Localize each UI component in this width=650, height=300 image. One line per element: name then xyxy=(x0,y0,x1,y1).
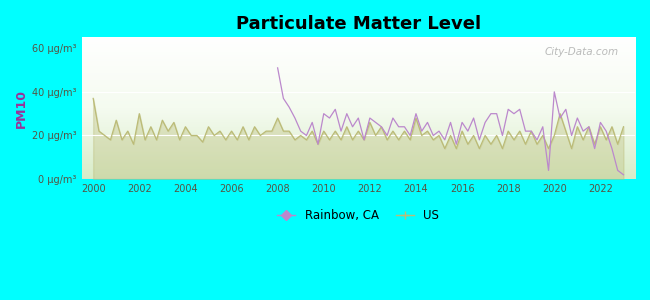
Legend: Rainbow, CA, US: Rainbow, CA, US xyxy=(272,205,444,227)
Text: City-Data.com: City-Data.com xyxy=(544,47,618,57)
Y-axis label: PM10: PM10 xyxy=(15,89,28,128)
Title: Particulate Matter Level: Particulate Matter Level xyxy=(236,15,481,33)
